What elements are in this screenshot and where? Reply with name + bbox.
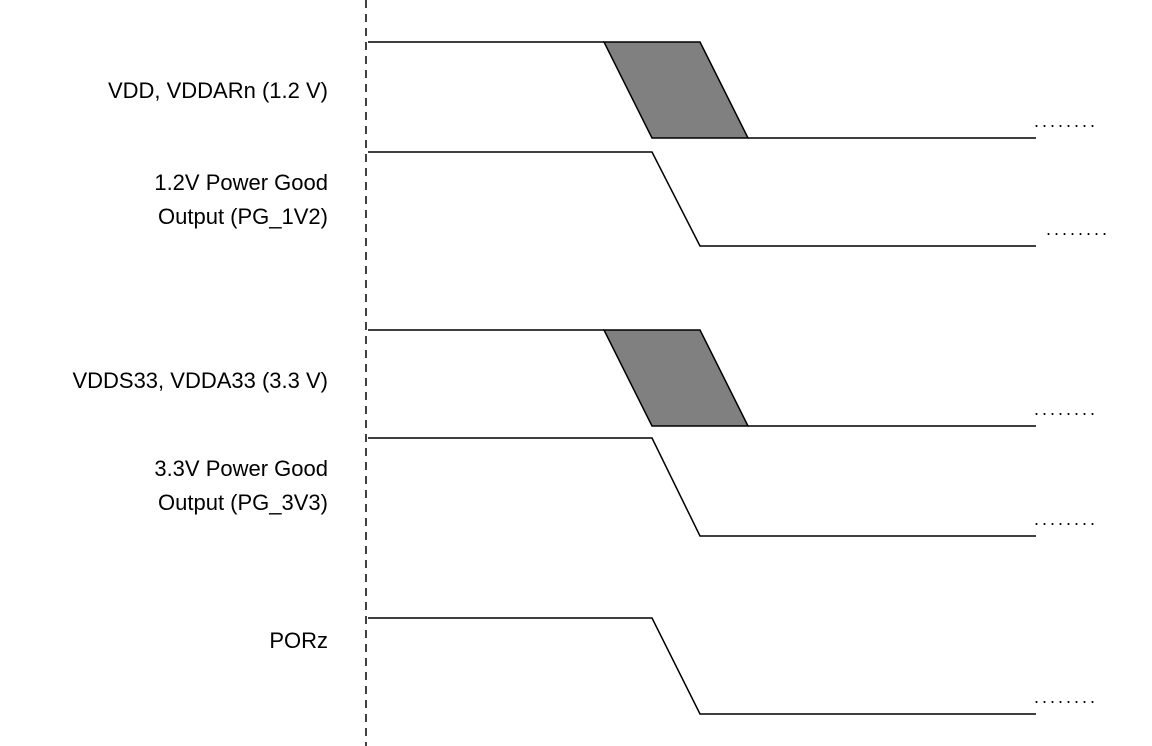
signal-label-vdds33: VDDS33, VDDA33 (3.3 V)	[72, 364, 328, 398]
waveform-line-pg1v2	[368, 151, 1036, 247]
waveform-line-pg3v3	[368, 437, 1036, 537]
waveform-pg1v2: ........	[368, 151, 1110, 247]
signal-label-porz-line1: PORz	[269, 628, 328, 653]
continuation-dots-pg1v2: ........	[1046, 219, 1110, 239]
continuation-dots-vdds33: ........	[1034, 399, 1098, 419]
signal-label-pg1v2-line1: 1.2V Power Good	[154, 170, 328, 195]
continuation-dots-pg3v3: ........	[1034, 509, 1098, 529]
waveform-line-porz	[368, 617, 1036, 715]
transition-band-vdd	[602, 41, 750, 139]
signal-label-vdds33-line1: VDDS33, VDDA33 (3.3 V)	[72, 368, 328, 393]
continuation-dots-porz: ........	[1034, 687, 1098, 707]
signal-label-pg3v3-line1: 3.3V Power Good	[154, 456, 328, 481]
continuation-dots-vdd: ........	[1034, 111, 1098, 131]
waveform-vdd: ........	[368, 41, 1098, 139]
signal-label-vdd-line1: VDD, VDDARn (1.2 V)	[107, 78, 328, 103]
signal-label-pg1v2-line2: Output (PG_1V2)	[158, 204, 328, 229]
signal-label-pg3v3: 3.3V Power Good Output (PG_3V3)	[154, 452, 328, 520]
signal-label-pg3v3-line2: Output (PG_3V3)	[158, 490, 328, 515]
signal-label-pg1v2: 1.2V Power Good Output (PG_1V2)	[154, 166, 328, 234]
waveform-porz: ........	[368, 617, 1098, 715]
signal-label-vdd: VDD, VDDARn (1.2 V)	[108, 74, 328, 108]
waveform-pg3v3: ........	[368, 437, 1098, 537]
signal-label-porz: PORz	[269, 624, 328, 658]
transition-band-vdds33	[602, 329, 750, 427]
waveform-vdds33: ........	[368, 329, 1098, 427]
